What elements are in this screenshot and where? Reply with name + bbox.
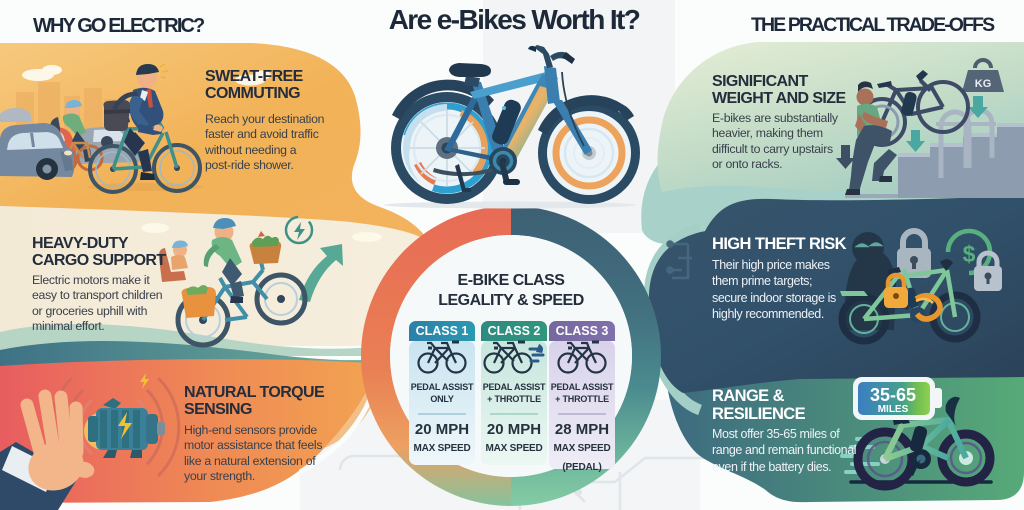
svg-text:35-65: 35-65 xyxy=(870,385,916,405)
svg-text:$: $ xyxy=(963,241,976,267)
svg-text:MILES: MILES xyxy=(878,404,909,415)
svg-text:KG: KG xyxy=(975,78,992,90)
